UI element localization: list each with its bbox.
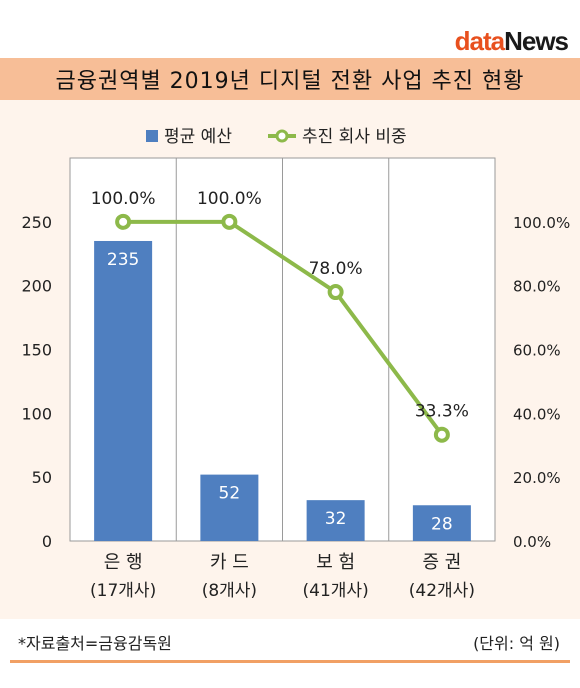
category-label: 증 권 bbox=[422, 552, 461, 573]
line-value-label: 33.3% bbox=[415, 402, 469, 422]
category-label: 카 드 bbox=[210, 552, 249, 573]
title-bar: 금융권역별 2019년 디지털 전환 사업 추진 현황 bbox=[0, 58, 580, 100]
chart-title: 금융권역별 2019년 디지털 전환 사업 추진 현황 bbox=[55, 69, 525, 94]
unit-note: (단위: 억 원) bbox=[473, 634, 560, 653]
category-sublabel: (17개사) bbox=[90, 581, 156, 601]
left-tick-label: 0 bbox=[42, 532, 52, 551]
category-label: 보 험 bbox=[316, 552, 355, 573]
line-marker bbox=[433, 426, 450, 443]
right-tick-label: 20.0% bbox=[513, 469, 561, 487]
source-note: *자료출처=금융감독원 bbox=[18, 634, 172, 653]
left-tick-label: 50 bbox=[32, 468, 52, 487]
line-value-label: 100.0% bbox=[91, 189, 156, 209]
left-tick-label: 150 bbox=[21, 341, 52, 360]
legend-line-label: 추진 회사 비중 bbox=[302, 127, 407, 147]
bar bbox=[306, 500, 365, 541]
legend-line-marker bbox=[275, 129, 289, 143]
line-value-label: 78.0% bbox=[309, 259, 363, 279]
right-tick-label: 80.0% bbox=[513, 278, 561, 296]
bar bbox=[94, 240, 153, 541]
left-tick-label: 100 bbox=[21, 404, 52, 423]
bar bbox=[200, 474, 259, 541]
datanews-logo: dataNews bbox=[454, 26, 569, 57]
logo-part2: News bbox=[504, 26, 569, 56]
bar bbox=[412, 505, 471, 541]
line-marker bbox=[221, 213, 238, 230]
right-tick-label: 40.0% bbox=[513, 405, 561, 423]
category-sublabel: (8개사) bbox=[202, 581, 257, 601]
bar-value-label: 32 bbox=[325, 509, 347, 529]
right-tick-label: 0.0% bbox=[513, 533, 551, 551]
bar-value-label: 235 bbox=[107, 250, 139, 270]
line-series bbox=[123, 219, 444, 436]
left-tick-label: 200 bbox=[21, 277, 52, 296]
right-tick-label: 60.0% bbox=[513, 342, 561, 360]
legend-bar-swatch bbox=[146, 130, 158, 142]
bottom-rule bbox=[10, 660, 570, 663]
line-marker bbox=[327, 284, 344, 301]
right-tick-label: 100.0% bbox=[513, 214, 570, 232]
legend-bar-label: 평균 예산 bbox=[164, 127, 232, 147]
left-tick-label: 250 bbox=[21, 213, 52, 232]
logo-part1: data bbox=[454, 26, 505, 56]
line-marker bbox=[115, 213, 132, 230]
line-value-label: 100.0% bbox=[197, 189, 262, 209]
bar-value-label: 28 bbox=[431, 514, 453, 534]
category-sublabel: (41개사) bbox=[303, 581, 369, 601]
category-label: 은 행 bbox=[104, 552, 143, 573]
category-sublabel: (42개사) bbox=[409, 581, 475, 601]
bar-value-label: 52 bbox=[219, 484, 241, 504]
